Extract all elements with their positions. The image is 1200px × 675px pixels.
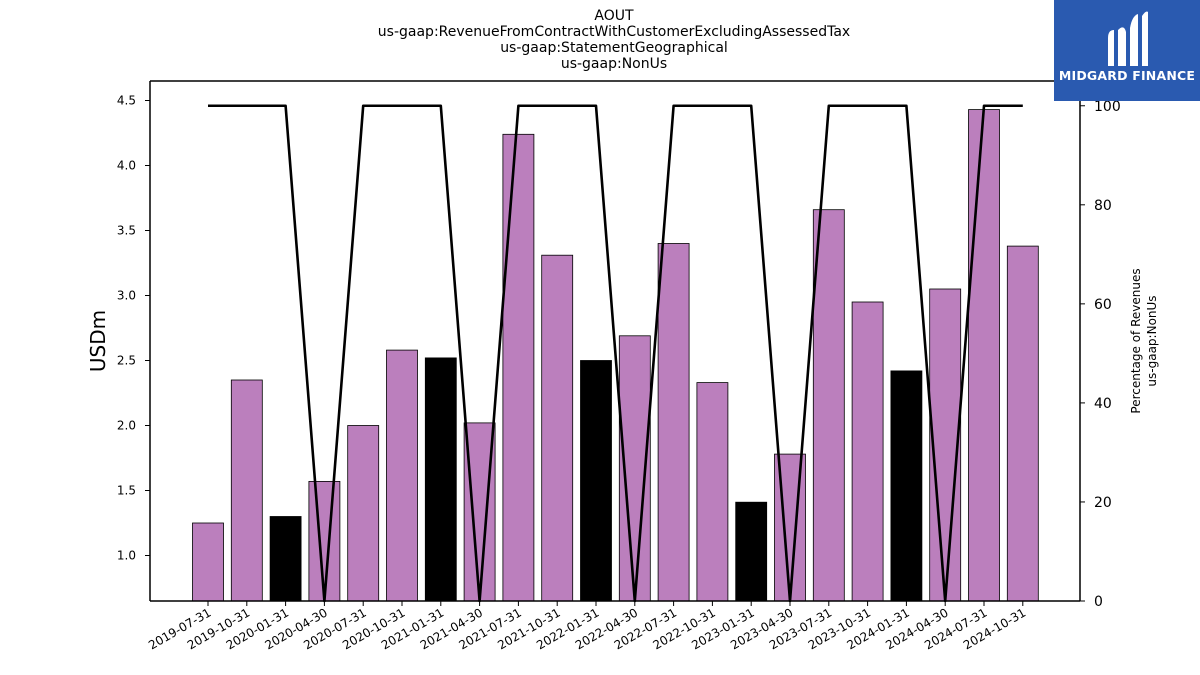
bar — [696, 382, 729, 602]
bar — [386, 349, 418, 602]
y-axis-label: USDm — [86, 310, 110, 372]
bar — [269, 516, 302, 602]
title-line: AOUT — [594, 8, 634, 24]
bar — [1006, 245, 1039, 602]
bar — [851, 301, 884, 602]
axes — [149, 80, 1081, 602]
bar — [580, 360, 612, 602]
y-tick-label: 3.5 — [117, 224, 136, 238]
bar — [968, 109, 1000, 602]
y2-tick-label: 100 — [1094, 99, 1121, 115]
midgard-finance-logo: MIDGARD FINANCE — [1054, 0, 1200, 101]
y-tick-label: 2.5 — [117, 354, 136, 368]
bar — [192, 522, 224, 602]
y-tick-label: 1.5 — [117, 484, 136, 498]
chart-title: AOUTus-gaap:RevenueFromContractWithCusto… — [378, 8, 850, 72]
bar — [890, 370, 923, 602]
title-line: us-gaap:StatementGeographical — [500, 40, 728, 56]
bar — [929, 288, 962, 602]
y-tick-label: 3.0 — [117, 289, 136, 303]
bar — [308, 480, 341, 602]
axis-labels: USDm Percentage of Revenues us-gaap:NonUs — [86, 268, 1159, 413]
title-line: us-gaap:NonUs — [561, 56, 667, 72]
y-tick-label: 1.0 — [117, 549, 136, 563]
y-axis-ticks: 1.0 1.5 2.0 2.5 3.0 3.5 4.0 4.5 — [117, 94, 150, 563]
y2-tick-label: 80 — [1094, 198, 1112, 214]
percentage-line-path — [208, 104, 1023, 603]
y-tick-label: 2.0 — [117, 419, 136, 433]
bar — [541, 254, 574, 602]
y2-tick-label: 40 — [1094, 396, 1112, 412]
bar — [657, 243, 690, 602]
y2-tick-label: 20 — [1094, 495, 1112, 511]
y2-tick-label: 0 — [1094, 594, 1103, 610]
percentage-line — [208, 104, 1023, 603]
bar — [230, 379, 263, 602]
title-line: us-gaap:RevenueFromContractWithCustomerE… — [378, 24, 850, 40]
y2-tick-label: 60 — [1094, 297, 1112, 313]
bar — [347, 425, 380, 602]
midgard-logo-icon — [1108, 11, 1148, 66]
y2-axis-label: Percentage of Revenues — [1129, 268, 1143, 413]
bar — [502, 133, 535, 602]
logo-text: MIDGARD FINANCE — [1058, 68, 1196, 83]
x-axis-ticks: 2019-07-312019-10-312020-01-312020-04-30… — [146, 601, 1028, 652]
bar — [735, 501, 768, 602]
y-tick-label: 4.5 — [117, 94, 136, 108]
bar — [424, 357, 457, 602]
y2-axis-label: us-gaap:NonUs — [1145, 295, 1159, 386]
bars — [192, 109, 1039, 602]
y-tick-label: 4.0 — [117, 159, 136, 173]
y2-axis-ticks: 0 20 40 60 80 100 — [1080, 99, 1121, 610]
bar — [812, 209, 845, 602]
